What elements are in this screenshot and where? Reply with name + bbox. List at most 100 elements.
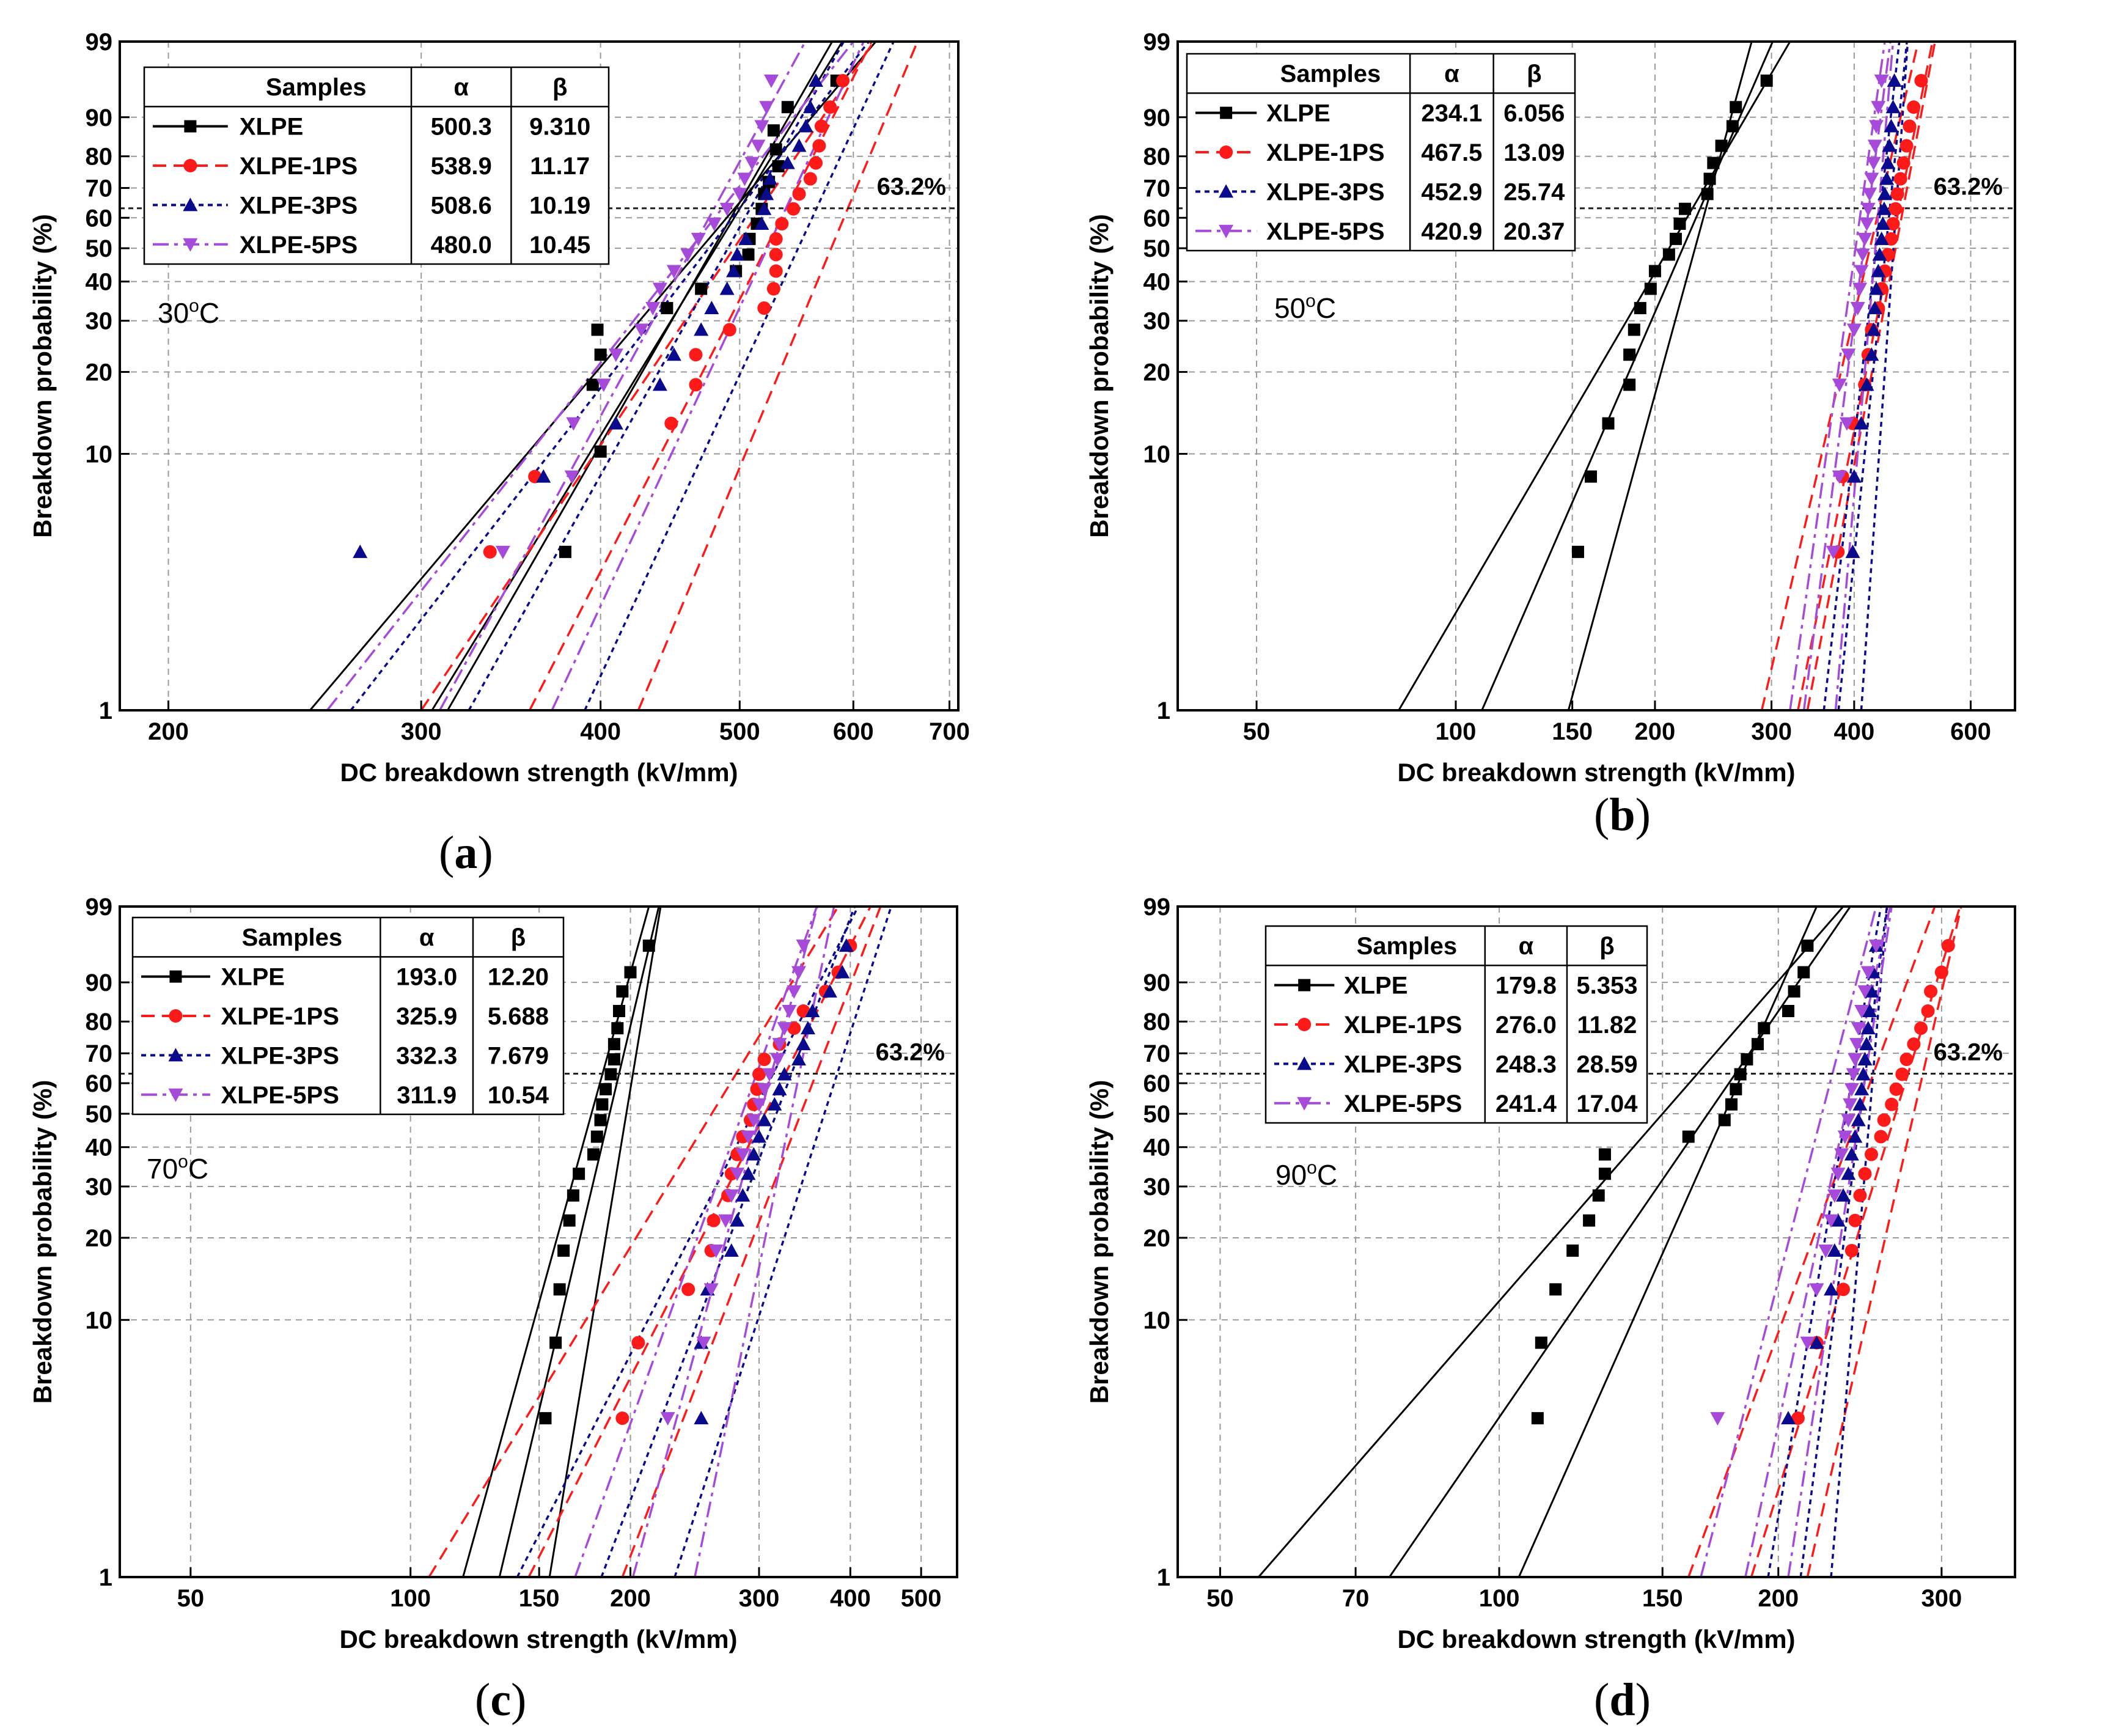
chart-a-point-xlpe-1ps-12: [787, 202, 801, 216]
chart-d-legend-header-beta: β: [1599, 933, 1614, 960]
chart-b-legend-alpha-xlpe: 234.1: [1421, 100, 1482, 127]
chart-a-point-xlpe-1ps-2: [664, 416, 678, 430]
chart-a-legend-alpha-xlpe-1ps: 538.9: [431, 153, 492, 180]
panel-d: 63.2% 50 70 100 150 200 300 1 10 20 30 40 50 60 70 80 90…: [1085, 894, 2016, 1653]
chart-d-point-xlpe-13: [1741, 1053, 1753, 1066]
chart-a-point-xlpe-1ps-6: [757, 301, 771, 315]
chart-d-point-xlpe-3ps-4: [1830, 1213, 1846, 1227]
chart-b-legend-alpha-xlpe-3ps: 452.9: [1421, 178, 1482, 205]
chart-b-point-xlpe-5ps-1: [1832, 470, 1847, 484]
chart-a-point-xlpe-4: [591, 323, 604, 336]
chart-a-ytick-label: 80: [86, 144, 113, 171]
chart-d-point-xlpe-1ps-19: [1941, 939, 1955, 953]
chart-d-band-xlpe: [1258, 906, 1844, 1578]
chart-c-point-xlpe-5ps-13: [770, 1053, 785, 1067]
chart-d-fits: [1258, 906, 1962, 1578]
chart-d-xtick-label: 150: [1642, 1585, 1683, 1612]
chart-b-reference-label: 63.2%: [1934, 174, 2003, 200]
chart-c-point-xlpe-5ps-9: [746, 1114, 762, 1128]
chart-d-xtick-label: 50: [1206, 1585, 1234, 1612]
chart-b-point-xlpe-1ps-14: [1893, 172, 1907, 186]
chart-c-band-xlpe: [548, 906, 662, 1578]
chart-d-legend-beta-xlpe-1ps: 11.82: [1577, 1012, 1637, 1039]
chart-d-point-xlpe-1: [1535, 1336, 1547, 1349]
chart-c-point-xlpe-1ps-4: [707, 1213, 721, 1227]
chart-c-legend-name-xlpe: XLPE: [221, 964, 285, 991]
chart-d-point-xlpe-3ps-6: [1841, 1166, 1856, 1180]
chart-c-point-xlpe-1ps-2: [681, 1282, 695, 1296]
chart-d-legend-name-xlpe-5ps: XLPE-5PS: [1344, 1091, 1462, 1117]
chart-b-ytick-label: 40: [1143, 269, 1171, 296]
chart-c-ytick-label: 40: [86, 1135, 113, 1161]
chart-b-legend-header-samples: Samples: [1280, 61, 1381, 87]
chart-d-point-xlpe-3: [1566, 1244, 1579, 1257]
chart-d-ytick-label: 20: [1143, 1225, 1171, 1252]
chart-c-point-xlpe-3ps-12: [777, 1067, 792, 1081]
chart-b-point-xlpe-17: [1726, 120, 1739, 133]
chart-d-point-xlpe-3ps-14: [1859, 1037, 1874, 1051]
chart-d-ytick-label: 90: [1143, 969, 1171, 996]
chart-d-point-xlpe-3ps-0: [1781, 1411, 1796, 1425]
chart-c-point-xlpe-3ps-3: [724, 1243, 739, 1257]
chart-b-legend-alpha-xlpe-5ps: 420.9: [1421, 218, 1482, 245]
chart-b-xtick-label: 400: [1833, 718, 1874, 745]
chart-d-point-xlpe-3ps-2: [1824, 1282, 1839, 1296]
chart-c-ytick-label: 90: [86, 969, 113, 996]
chart-a-point-xlpe-3ps-19: [808, 73, 823, 87]
chart-a-xtick-label: 500: [719, 718, 760, 745]
chart-c-band-xlpe-3ps: [673, 906, 892, 1578]
chart-d-point-xlpe-1ps-14: [1907, 1037, 1921, 1051]
chart-b-point-xlpe-3ps-0: [1845, 544, 1860, 558]
chart-c-series-xlpe-3ps: [694, 938, 854, 1425]
chart-b-fits: [1398, 41, 1936, 711]
chart-d-point-xlpe-5ps-14: [1849, 1038, 1865, 1052]
chart-c-point-xlpe-5ps-4: [718, 1214, 733, 1228]
chart-d-reference-label: 63.2%: [1934, 1039, 2003, 1065]
chart-c-ytick-label: 99: [86, 894, 113, 921]
chart-b-series-xlpe: [1571, 74, 1773, 558]
chart-d-legend-beta-xlpe-5ps: 17.04: [1576, 1091, 1638, 1117]
chart-a-ytick-label: 40: [86, 269, 113, 296]
chart-c-point-xlpe-5: [567, 1189, 579, 1202]
chart-d-point-xlpe-5ps-13: [1848, 1053, 1863, 1067]
chart-d-point-xlpe-3ps-15: [1860, 1021, 1876, 1035]
chart-d-legend-marker-xlpe: [1298, 979, 1311, 991]
chart-c-point-xlpe-3ps-6: [741, 1166, 756, 1180]
chart-a-point-xlpe-5ps-3: [596, 378, 611, 392]
chart-b-legend-marker-xlpe-3ps: [1219, 184, 1234, 198]
chart-a-point-xlpe-0: [559, 545, 571, 558]
chart-b-point-xlpe-13: [1701, 188, 1714, 200]
chart-d-point-xlpe-5ps-17: [1857, 985, 1873, 999]
chart-b-band-xlpe-3ps: [1860, 41, 1909, 711]
chart-b-ytick-label: 90: [1143, 105, 1171, 131]
chart-b-xtick-label: 200: [1635, 718, 1676, 745]
chart-c-point-xlpe-3ps-10: [767, 1097, 782, 1111]
chart-c-point-xlpe-5ps-6: [730, 1168, 745, 1182]
chart-a-legend-beta-xlpe-1ps: 11.17: [530, 153, 590, 180]
chart-c-point-xlpe-5ps-18: [791, 966, 806, 980]
chart-d-band-xlpe-5ps: [1787, 906, 1893, 1578]
chart-c-legend-marker-xlpe: [169, 970, 182, 983]
chart-c-point-xlpe-3: [557, 1244, 570, 1257]
chart-b-xtick-label: 50: [1243, 718, 1271, 745]
chart-d-point-xlpe-5: [1592, 1189, 1605, 1202]
chart-c-ytick-label: 20: [86, 1225, 113, 1252]
chart-d-legend-beta-xlpe: 5.353: [1576, 973, 1637, 999]
chart-c-point-xlpe-5ps-5: [724, 1189, 739, 1203]
chart-c-point-xlpe-14: [607, 1038, 620, 1051]
chart-b-point-xlpe-2: [1602, 417, 1615, 430]
chart-b-ylabel: Breakdown probability (%): [1085, 214, 1114, 538]
chart-b-point-xlpe-1ps-19: [1914, 73, 1928, 87]
chart-d-band-xlpe-1ps: [1806, 906, 1962, 1578]
chart-b-band-xlpe-1ps: [1806, 41, 1936, 711]
chart-c-point-xlpe-5ps-12: [762, 1068, 777, 1082]
chart-a-xtick-label: 700: [929, 718, 970, 745]
chart-c-point-xlpe-7: [587, 1148, 600, 1161]
chart-c-point-xlpe-5ps-7: [735, 1148, 751, 1162]
chart-b-legend-name-xlpe-5ps: XLPE-5PS: [1266, 218, 1384, 245]
chart-d-point-xlpe-3ps-12: [1855, 1067, 1871, 1081]
chart-a-legend: Samples α β XLPE 500.3 9.310 XLPE-1PS 538.9 11.1…: [143, 66, 610, 265]
chart-d-point-xlpe-5ps-3: [1818, 1244, 1833, 1258]
chart-d-point-xlpe-3ps-10: [1852, 1097, 1868, 1111]
chart-d-point-xlpe-5ps-19: [1868, 940, 1884, 954]
